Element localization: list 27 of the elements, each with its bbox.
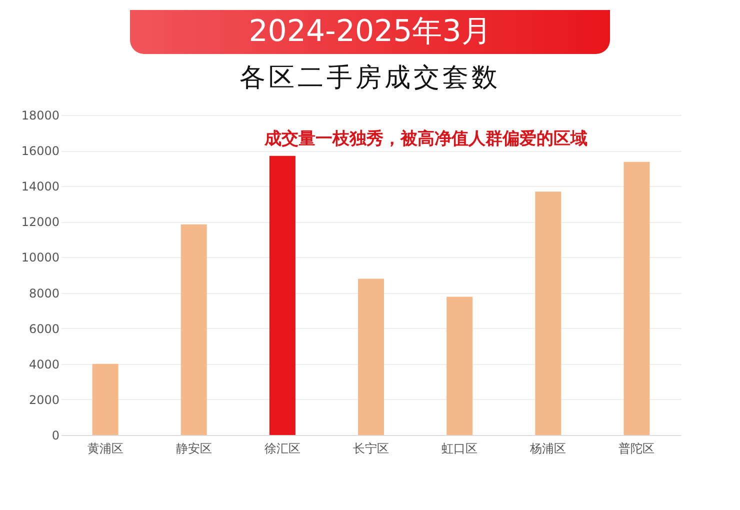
y-tick-label: 0 <box>52 428 60 442</box>
chart-subtitle: 各区二手房成交套数 <box>238 62 502 95</box>
bar <box>269 156 296 435</box>
y-tick-label: 18000 <box>21 108 60 122</box>
x-tick-label: 虹口区 <box>442 442 478 456</box>
x-tick-label: 杨浦区 <box>529 442 566 456</box>
x-tick-label: 静安区 <box>176 442 212 456</box>
bar <box>446 296 473 435</box>
y-tick-label: 6000 <box>28 322 60 336</box>
y-tick-label: 16000 <box>21 144 60 158</box>
bar <box>624 162 650 435</box>
y-tick-label: 8000 <box>28 286 60 300</box>
bar <box>92 364 118 435</box>
annotation: 成交量一枝独秀，被高净值人群偏爱的区域 <box>263 128 588 149</box>
y-tick-label: 14000 <box>21 180 60 194</box>
bar <box>358 278 384 435</box>
y-tick-label: 10000 <box>21 250 60 265</box>
x-tick-label: 徐汇区 <box>264 442 300 456</box>
x-tick-label: 黄浦区 <box>87 442 124 456</box>
chart-title: 2024-2025年3月 <box>130 10 610 54</box>
y-tick-label: 2000 <box>28 392 60 407</box>
y-tick-label: 12000 <box>21 215 60 230</box>
x-tick-label: 长宁区 <box>353 442 389 456</box>
bar <box>535 192 562 435</box>
y-tick-label: 4000 <box>28 357 60 372</box>
bar <box>180 224 207 435</box>
x-tick-label: 普陀区 <box>618 442 655 456</box>
